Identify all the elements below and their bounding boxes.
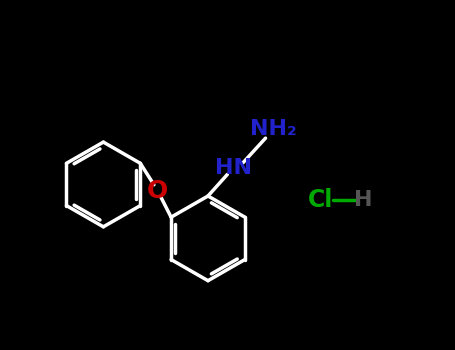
Text: Cl: Cl: [308, 188, 333, 212]
Text: NH₂: NH₂: [251, 119, 297, 139]
Text: O: O: [147, 178, 168, 203]
Text: HN: HN: [215, 158, 252, 177]
Text: H: H: [354, 190, 372, 210]
